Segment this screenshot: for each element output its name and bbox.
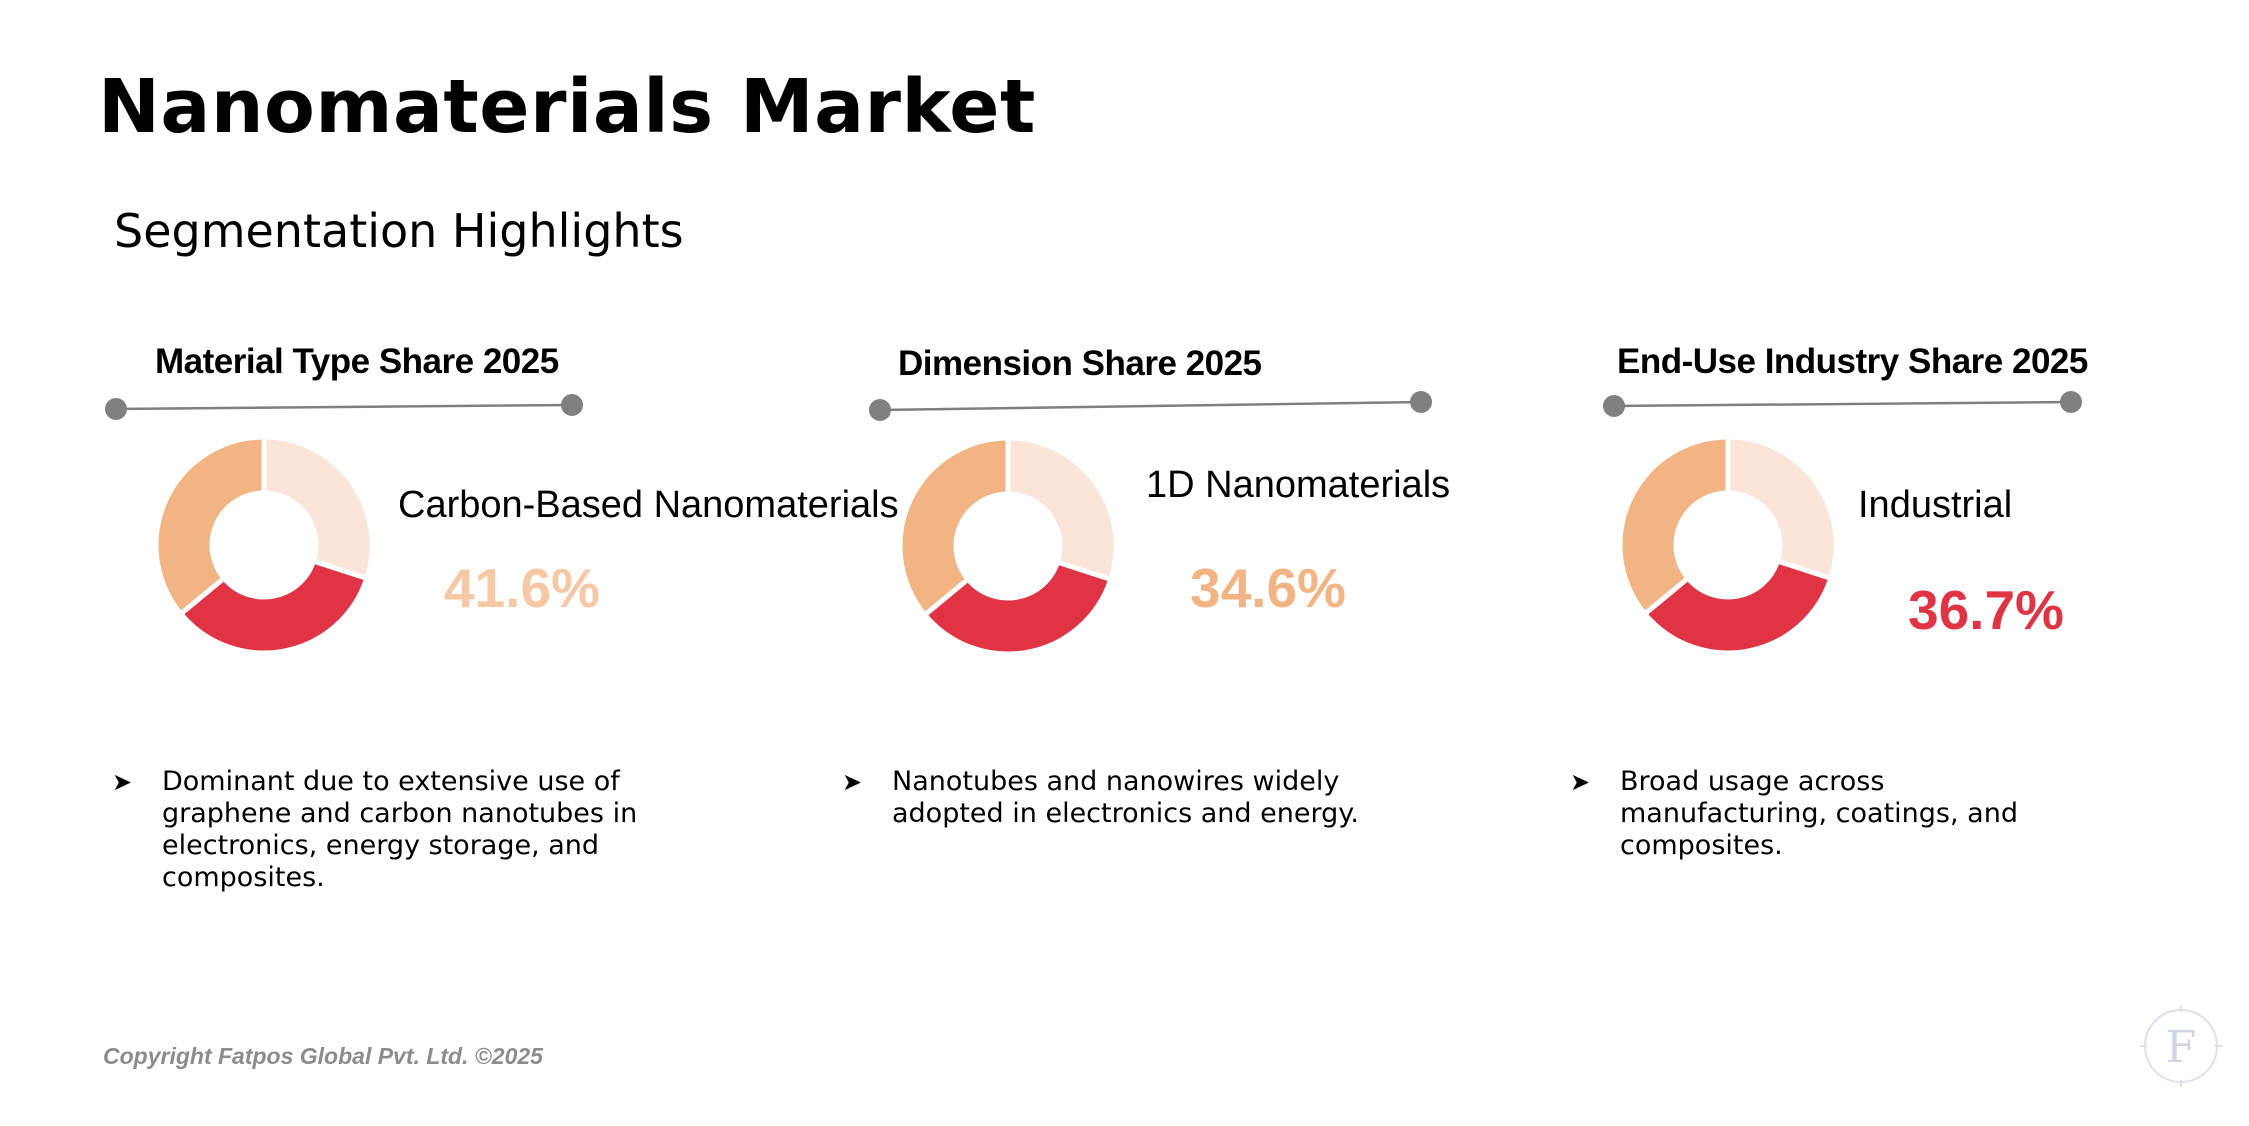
chart-title-end-use: End-Use Industry Share 2025: [1617, 342, 2088, 381]
donut-slice-1: [261, 434, 375, 582]
note-text: Dominant due to extensive use of graphen…: [162, 766, 638, 893]
connector-dot-end: [1410, 391, 1432, 413]
connector-dot-start: [869, 399, 891, 421]
connector-line: [879, 400, 1422, 412]
donut-slice-2: [177, 557, 370, 656]
note-end-use: ➤ Broad usage across manufacturing, coat…: [1570, 766, 2040, 862]
donut-chart-material-type: [153, 434, 375, 656]
connector-dot-start: [1603, 395, 1625, 417]
highlight-label-end-use: Industrial: [1858, 484, 2013, 526]
arrowhead-bullet-icon: ➤: [842, 768, 863, 796]
chart-title-material-type: Material Type Share 2025: [155, 342, 559, 381]
connector-line: [1613, 400, 2072, 408]
chart-title-dimension: Dimension Share 2025: [898, 344, 1262, 383]
highlight-value-material-type: 41.6%: [444, 557, 600, 619]
connector-dot-end: [561, 394, 583, 416]
arrowhead-bullet-icon: ➤: [112, 768, 133, 796]
highlight-label-dimension: 1D Nanomaterials: [1146, 464, 1451, 506]
donut-slice-2: [1641, 557, 1834, 656]
fatpos-logo-icon: F: [2140, 1005, 2222, 1087]
connector-end-use: [1603, 391, 2082, 417]
connector-dot-end: [2060, 391, 2082, 413]
highlight-value-end-use: 36.7%: [1908, 579, 2064, 641]
logo-letter: F: [2166, 1022, 2197, 1073]
note-dimension: ➤ Nanotubes and nanowires widely adopted…: [842, 766, 1402, 830]
donut-chart-dimension: [897, 435, 1119, 657]
note-text: Broad usage across manufacturing, coatin…: [1620, 766, 2018, 861]
arrowhead-bullet-icon: ➤: [1570, 768, 1591, 796]
donut-slice-3: [897, 435, 1011, 619]
connector-dimension: [869, 391, 1432, 421]
note-material-type: ➤ Dominant due to extensive use of graph…: [112, 766, 672, 894]
copyright-text: Copyright Fatpos Global Pvt. Ltd. ©2025: [103, 1043, 543, 1069]
donut-slice-3: [153, 434, 267, 618]
connector-line: [115, 403, 573, 411]
donut-slice-1: [1005, 435, 1119, 583]
connector-material-type: [105, 394, 583, 420]
page-title: Nanomaterials Market: [98, 64, 1036, 150]
highlight-value-dimension: 34.6%: [1190, 557, 1346, 619]
connector-dot-start: [105, 398, 127, 420]
donut-chart-end-use: [1617, 434, 1839, 656]
note-text: Nanotubes and nanowires widely adopted i…: [892, 766, 1359, 829]
page-subtitle: Segmentation Highlights: [114, 204, 684, 258]
donut-slice-3: [1617, 434, 1731, 618]
highlight-label-material-type: Carbon-Based Nanomaterials: [398, 484, 899, 526]
donut-slice-2: [921, 558, 1114, 657]
donut-slice-1: [1725, 434, 1839, 582]
